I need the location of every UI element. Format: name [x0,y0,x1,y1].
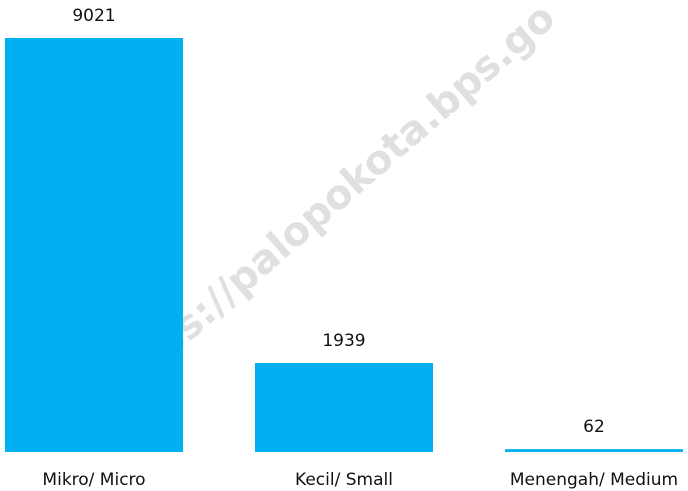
bar [255,363,433,452]
bar [5,38,183,452]
x-tick-label: Menengah/ Medium [510,470,678,490]
x-tick-label: Mikro/ Micro [42,470,145,490]
x-tick-label: Kecil/ Small [295,470,393,490]
value-label: 62 [583,417,605,437]
bar [505,449,683,452]
value-label: 9021 [72,6,115,26]
value-label: 1939 [322,331,365,351]
